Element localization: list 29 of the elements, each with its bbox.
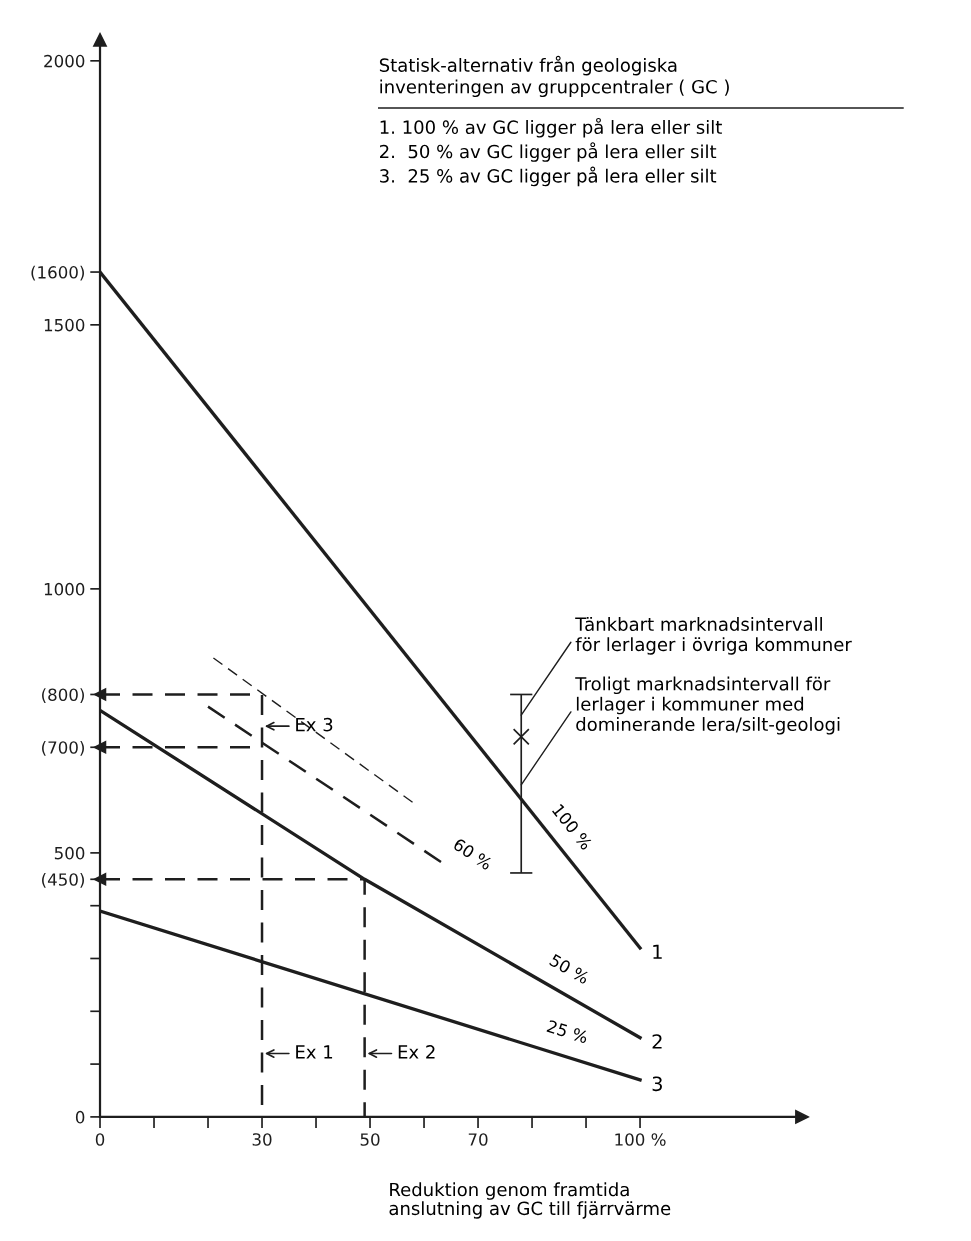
y-tick-label: 0 [75, 1110, 85, 1124]
x-tick-label: 50 [360, 1133, 380, 1146]
annotation: Statisk-alternativ från geologiska inventeringen av gruppcentraler ( GC ) [379, 55, 729, 98]
text: 50 % [548, 953, 591, 985]
annotation: Ex 1 [296, 1045, 333, 1059]
y-tick-label: 1000 [44, 582, 85, 596]
annotation: Troligt marknadsintervall för lerlager i kommuner med dominerande lera/silt-geologi [575, 676, 840, 735]
text: 100 % [551, 803, 593, 851]
y-tick-label: 2000 [44, 54, 85, 68]
text: 25 % [546, 1019, 589, 1044]
annotation: 3 [652, 1076, 662, 1092]
y-tick-label: 500 [54, 846, 85, 860]
x-tick-label: 70 [468, 1133, 488, 1146]
annotation: 1. 100 % av GC ligger på lera eller silt 2. 50 % av GC ligger på lera eller silt 3. 25 % av GC ligger på lera eller silt [380, 117, 722, 187]
x-tick-label: 0 [95, 1133, 105, 1146]
x-tick-label: 30 [252, 1133, 272, 1146]
y-tick-label: (700) [42, 740, 84, 756]
y-tick-label: 1500 [44, 318, 85, 332]
annotation: 1 [653, 944, 662, 959]
annotation: Tänkbart marknadsintervall för lerlager i övriga kommuner [575, 617, 852, 655]
y-tick-label: (800) [42, 688, 84, 703]
annotation: Ex 3 [296, 717, 333, 732]
x-axis-title: Reduktion genom framtida anslutning av GC till fjärrvärme [389, 1182, 671, 1219]
annotation: Ex 2 [398, 1045, 435, 1059]
annotation: 2 [652, 1034, 662, 1049]
text: 60 % [452, 837, 494, 871]
y-tick-label: (1600) [31, 265, 84, 281]
y-tick-label: (450) [42, 872, 84, 888]
x-tick-label: 100 % [615, 1133, 666, 1146]
